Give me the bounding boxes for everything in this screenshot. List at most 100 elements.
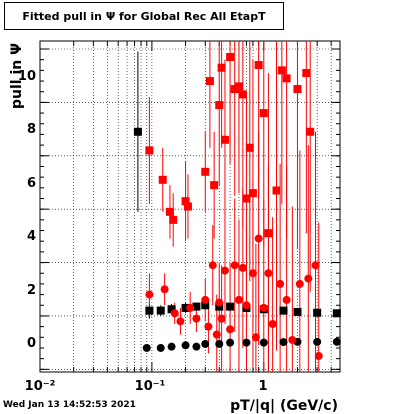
y-axis-label: pull in Ψ bbox=[9, 43, 25, 109]
data-point-circle bbox=[259, 338, 268, 347]
data-point-square bbox=[293, 307, 302, 316]
data-point-square bbox=[245, 143, 254, 152]
data-point-circle bbox=[156, 343, 165, 352]
data-point-square bbox=[165, 207, 174, 216]
x-tick-label-2: 1 bbox=[258, 379, 267, 394]
data-point-circle bbox=[230, 261, 239, 270]
data-point-circle bbox=[201, 295, 210, 304]
data-point-circle bbox=[181, 341, 190, 350]
data-point-circle bbox=[220, 266, 229, 275]
data-point-circle bbox=[234, 295, 243, 304]
data-point-circle bbox=[204, 322, 213, 331]
data-point-square bbox=[167, 305, 176, 314]
data-point-square bbox=[238, 90, 247, 99]
data-point-circle bbox=[145, 290, 154, 299]
data-point-square bbox=[220, 135, 229, 144]
data-point-circle bbox=[288, 335, 297, 344]
data-point-circle bbox=[276, 279, 285, 288]
data-point-circle bbox=[242, 338, 251, 347]
data-point-square bbox=[215, 302, 224, 311]
data-markers bbox=[133, 53, 341, 360]
data-point-square bbox=[169, 215, 178, 224]
data-point-square bbox=[181, 303, 190, 312]
data-point-circle bbox=[313, 337, 322, 346]
data-point-square bbox=[145, 306, 154, 315]
data-point-circle bbox=[282, 295, 291, 304]
x-tick-label-0: 10⁻² bbox=[25, 379, 56, 394]
data-point-square bbox=[242, 194, 251, 203]
data-point-circle bbox=[279, 338, 288, 347]
data-point-square bbox=[279, 306, 288, 315]
data-point-circle bbox=[208, 261, 217, 270]
timestamp: Wed Jan 13 14:52:53 2021 bbox=[3, 400, 136, 410]
data-point-circle bbox=[201, 339, 210, 348]
data-point-circle bbox=[217, 314, 226, 323]
data-point-circle bbox=[259, 303, 268, 312]
data-point-circle bbox=[192, 342, 201, 351]
data-point-circle bbox=[167, 342, 176, 351]
data-point-square bbox=[234, 82, 243, 91]
y-tick-label-5: 10 bbox=[18, 69, 36, 84]
axis-ticks bbox=[39, 41, 340, 372]
data-point-circle bbox=[332, 337, 341, 346]
data-point-circle bbox=[314, 351, 323, 360]
data-point-circle bbox=[226, 325, 235, 334]
data-point-square bbox=[230, 85, 239, 94]
data-point-square bbox=[332, 309, 341, 318]
data-point-circle bbox=[311, 261, 320, 270]
data-point-square bbox=[181, 197, 190, 206]
data-point-square bbox=[277, 66, 286, 75]
data-point-square bbox=[192, 302, 201, 311]
y-tick-label-0: 0 bbox=[27, 336, 36, 351]
chart-title: Fitted pull in Ψ for Global Rec All Etap… bbox=[4, 2, 284, 30]
data-point-square bbox=[272, 186, 281, 195]
x-tick-label-1: 10⁻¹ bbox=[135, 379, 166, 394]
y-tick-label-2: 4 bbox=[27, 229, 36, 244]
data-point-square bbox=[226, 302, 235, 311]
y-tick-label-1: 2 bbox=[27, 283, 36, 298]
data-point-square bbox=[293, 85, 302, 94]
data-point-square bbox=[254, 61, 263, 70]
data-point-square bbox=[248, 189, 257, 198]
data-point-circle bbox=[226, 338, 235, 347]
data-point-circle bbox=[160, 285, 169, 294]
x-axis-label: pT/|q| (GeV/c) bbox=[230, 398, 338, 414]
data-point-circle bbox=[215, 339, 224, 348]
data-point-square bbox=[183, 202, 192, 211]
data-point-circle bbox=[192, 314, 201, 323]
data-point-square bbox=[133, 127, 142, 136]
data-point-square bbox=[210, 181, 219, 190]
data-point-circle bbox=[248, 269, 257, 278]
data-point-square bbox=[145, 146, 154, 155]
data-point-square bbox=[201, 301, 210, 310]
data-point-square bbox=[264, 229, 273, 238]
data-point-square bbox=[259, 109, 268, 118]
data-point-square bbox=[158, 175, 167, 184]
data-point-circle bbox=[304, 274, 313, 283]
data-point-square bbox=[201, 167, 210, 176]
data-point-square bbox=[217, 63, 226, 72]
data-point-square bbox=[282, 74, 291, 83]
data-point-square bbox=[205, 77, 214, 86]
data-point-circle bbox=[215, 298, 224, 307]
data-point-circle bbox=[242, 301, 251, 310]
data-point-circle bbox=[251, 333, 260, 342]
y-tick-label-4: 8 bbox=[27, 122, 36, 137]
data-point-circle bbox=[238, 263, 247, 272]
y-tick-label-3: 6 bbox=[27, 176, 36, 191]
data-point-circle bbox=[212, 330, 221, 339]
data-point-circle bbox=[295, 279, 304, 288]
data-point-square bbox=[313, 308, 322, 317]
data-point-square bbox=[215, 101, 224, 110]
data-point-square bbox=[226, 53, 235, 62]
data-point-circle bbox=[142, 343, 151, 352]
data-point-square bbox=[306, 127, 315, 136]
data-point-circle bbox=[170, 309, 179, 318]
data-point-circle bbox=[264, 269, 273, 278]
data-point-circle bbox=[268, 319, 277, 328]
data-point-square bbox=[156, 306, 165, 315]
data-point-circle bbox=[176, 317, 185, 326]
data-point-square bbox=[302, 69, 311, 78]
data-point-circle bbox=[254, 234, 263, 243]
